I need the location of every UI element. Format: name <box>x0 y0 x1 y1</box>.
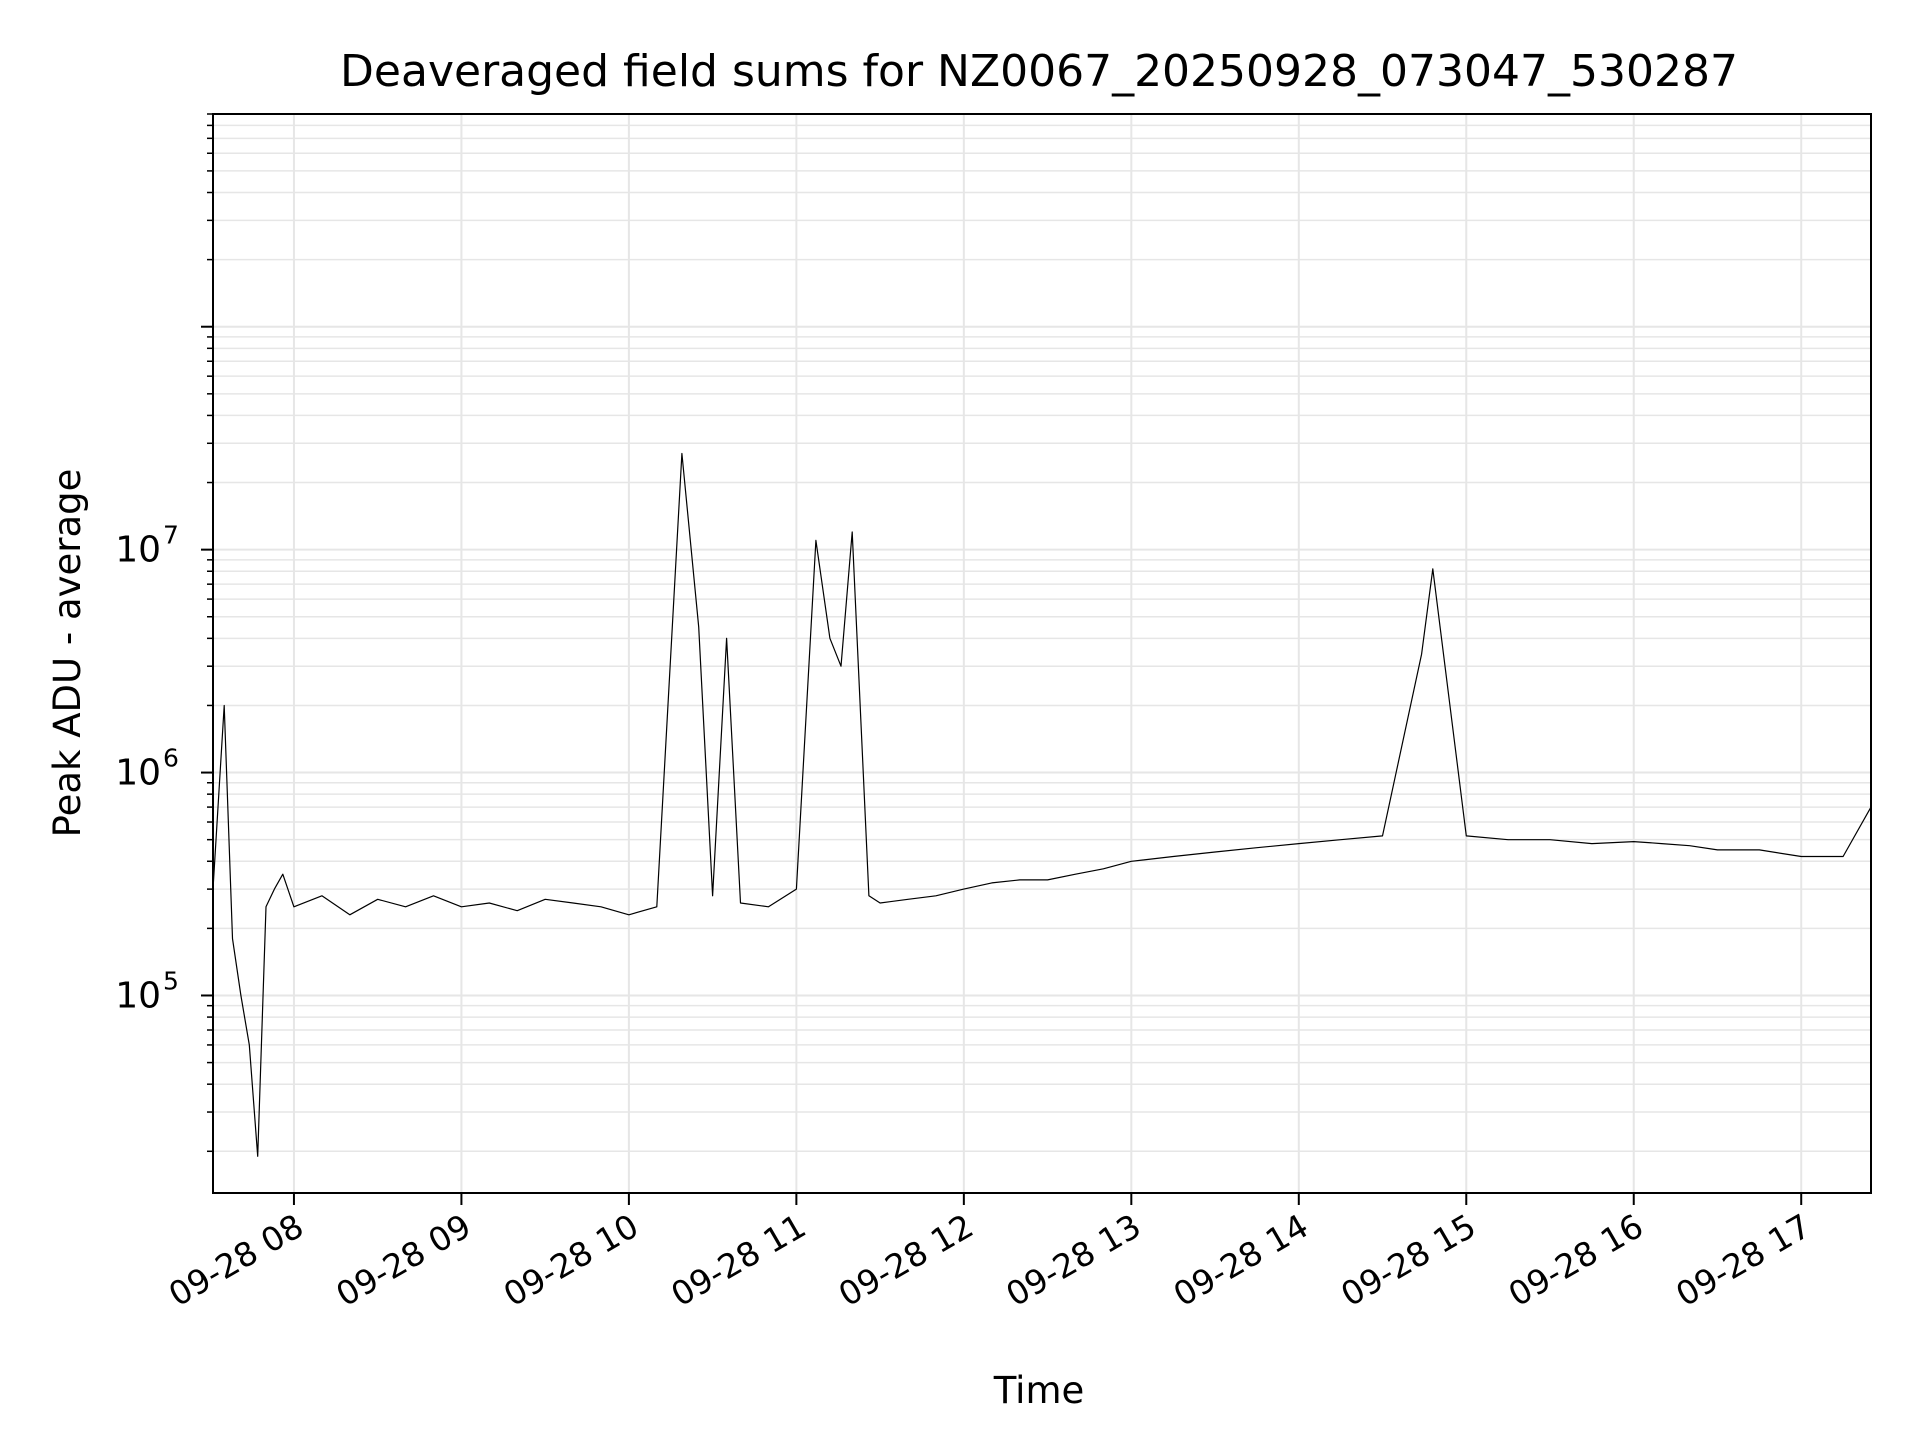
y-axis-label: Peak ADU - average <box>46 469 89 838</box>
y-tick-label-base: 10 <box>115 753 161 794</box>
x-axis-label: Time <box>993 1369 1085 1412</box>
y-tick-label-exponent: 6 <box>163 744 179 773</box>
y-tick-label: 10 6 <box>115 744 179 794</box>
series-layer <box>212 452 1872 1157</box>
y-tick-label-base: 10 <box>115 975 161 1016</box>
chart-title: Deaveraged field sums for NZ0067_2025092… <box>340 46 1738 97</box>
y-tick-label: 10 5 <box>115 966 179 1016</box>
y-tick-label: 10 7 <box>115 521 179 571</box>
y-tick-label-exponent: 7 <box>163 521 179 550</box>
plot-frame <box>212 113 1872 1194</box>
series-line <box>212 452 1872 1157</box>
grid <box>213 113 1871 1193</box>
y-tick-label-base: 10 <box>115 530 161 571</box>
y-tick-label-exponent: 5 <box>163 966 179 995</box>
